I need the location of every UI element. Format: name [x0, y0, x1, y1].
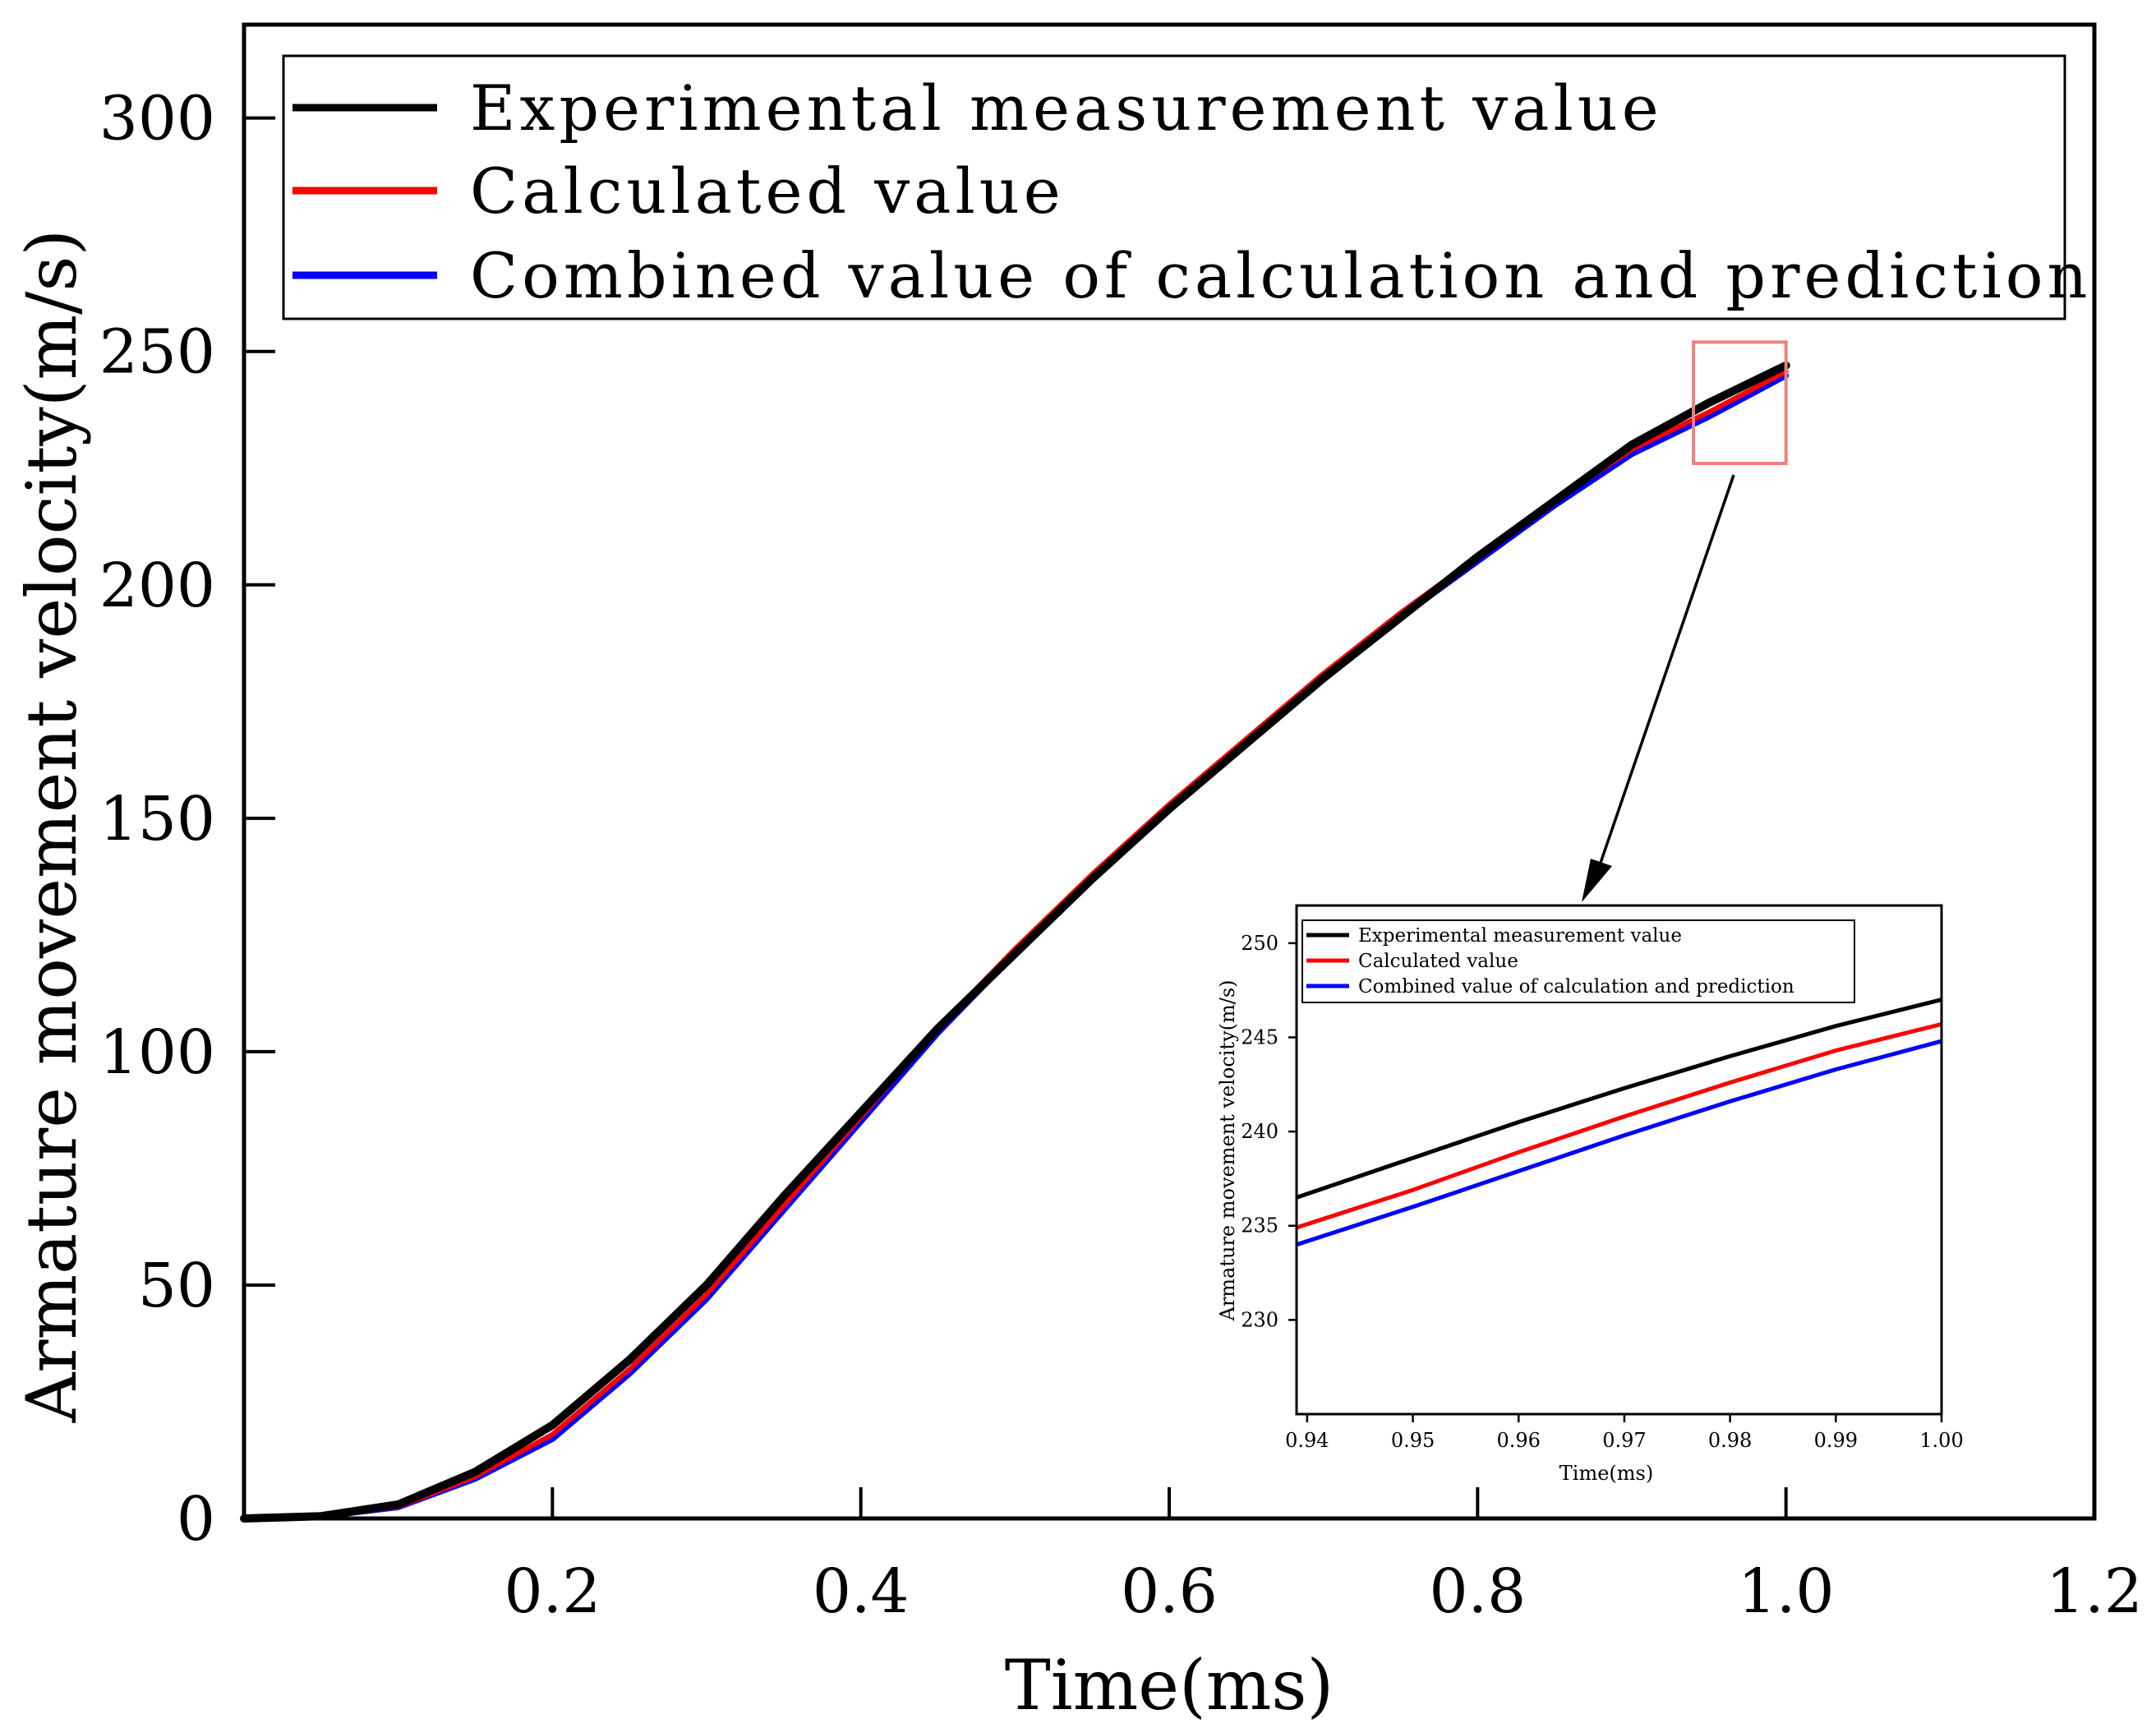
inset-series-line-0: [1296, 998, 1942, 1200]
main-x-tick-label: 0.6: [1121, 1556, 1218, 1627]
main-x-tick-label: 1.0: [1738, 1556, 1835, 1627]
main-y-tick-label: 0: [177, 1484, 215, 1555]
inset-y-tick-label: 245: [1241, 1025, 1278, 1048]
inset-chart: 0.94 0.95 0.96 0.97 0.98 0.99 1.00 230 235 240 245…: [1216, 904, 1964, 1485]
main-plot-frame: [242, 22, 2097, 1521]
main-y-tick-label: 250: [99, 317, 215, 388]
main-y-tick-label: 50: [138, 1251, 215, 1321]
inset-y-tick-label: 230: [1241, 1308, 1278, 1331]
main-legend-label: Experimental measurement value: [470, 71, 1663, 145]
main-y-axis-label: Armature movement velocity(m/s): [12, 229, 92, 1424]
inset-series-line-1: [1296, 1021, 1942, 1230]
main-y-tick-label: 200: [99, 551, 215, 621]
main-series-line-0: [240, 361, 1790, 1523]
inset-x-tick-label: 0.96: [1497, 1429, 1541, 1452]
main-legend-label: Calculated value: [470, 154, 1065, 228]
inset-series-line-2: [1296, 1039, 1942, 1247]
inset-y-axis-label: Armature movement velocity(m/s): [1216, 979, 1239, 1321]
inset-legend-label: Combined value of calculation and predic…: [1358, 976, 1794, 998]
zoom-arrow-head: [1582, 859, 1612, 902]
inset-legend-label: Experimental measurement value: [1358, 925, 1682, 947]
inset-x-tick-label: 0.99: [1814, 1429, 1858, 1452]
main-y-tick-label: 150: [99, 784, 215, 855]
main-x-tick-label: 0.8: [1429, 1556, 1526, 1627]
main-y-tick-label: 100: [99, 1017, 215, 1088]
inset-x-tick-label: 0.94: [1285, 1429, 1329, 1452]
main-x-tick-label: 0.4: [813, 1556, 910, 1627]
inset-x-tick-label: 1.00: [1919, 1429, 1963, 1452]
main-legend-label: Combined value of calculation and predic…: [470, 239, 2091, 312]
inset-x-tick-label: 0.97: [1602, 1429, 1646, 1452]
inset-legend-label: Calculated value: [1358, 951, 1518, 972]
inset-x-axis-label: Time(ms): [1559, 1462, 1653, 1485]
main-x-tick-label: 1.2: [2046, 1556, 2143, 1627]
zoom-region-box: [1692, 340, 1788, 466]
zoom-arrow-shaft: [1599, 474, 1735, 864]
inset-y-tick-label: 250: [1241, 932, 1278, 955]
inset-legend-box: [1301, 919, 1855, 1003]
main-legend-box: [282, 54, 2066, 320]
inset-y-tick-label: 235: [1241, 1214, 1278, 1237]
main-x-tick-label: 0.2: [504, 1556, 601, 1627]
inset-x-tick-label: 0.98: [1708, 1429, 1752, 1452]
inset-x-tick-label: 0.95: [1391, 1429, 1435, 1452]
main-legend: Experimental measurement value Calculated…: [282, 54, 2091, 320]
inset-y-tick-label: 240: [1241, 1120, 1278, 1143]
inset-plot-frame: [1295, 904, 1943, 1416]
main-y-tick-label: 300: [99, 84, 215, 154]
main-x-axis-label: Time(ms): [1005, 1645, 1334, 1726]
